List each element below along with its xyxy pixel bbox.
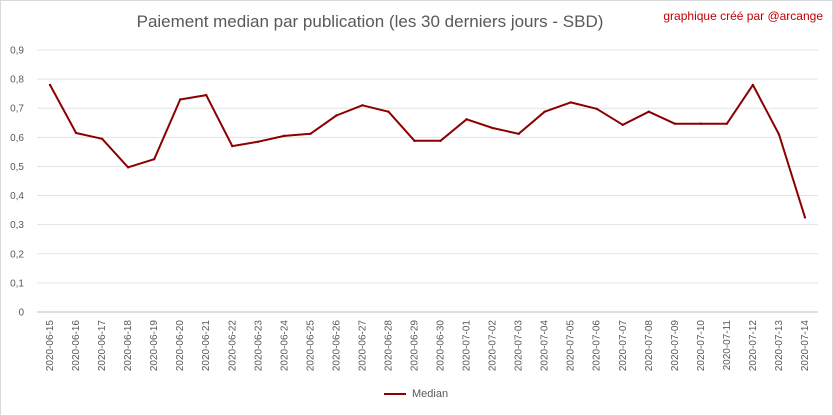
data-point [257,140,260,143]
series-line-median [49,83,806,218]
legend-label-median: Median [412,388,449,400]
y-tick-label: 0,9 [10,46,24,57]
x-tick-label: 2020-07-10 [696,320,707,372]
x-tick-label: 2020-06-19 [149,320,160,372]
legend: Median [384,388,448,400]
data-point [595,107,598,111]
x-tick-label: 2020-07-08 [644,320,655,372]
data-point [569,101,572,104]
data-point [361,104,364,107]
data-point [126,166,130,169]
data-point [48,83,52,87]
data-point [725,122,729,125]
x-tick-label: 2020-07-11 [722,320,733,371]
y-tick-label: 0 [18,308,24,319]
data-point [543,110,546,113]
legend-swatch-median [384,393,406,395]
y-tick-label: 0,1 [10,278,24,289]
data-point [491,126,494,130]
data-point [465,118,468,121]
y-tick-label: 0,4 [10,191,24,202]
x-tick-label: 2020-07-02 [488,320,499,372]
data-point [517,132,520,136]
x-tick-label: 2020-07-04 [540,320,551,372]
x-tick-label: 2020-06-21 [201,320,212,372]
x-tick-label: 2020-07-13 [774,320,785,372]
y-tick-label: 0,3 [10,220,24,231]
x-tick-label: 2020-06-22 [227,320,238,372]
data-point [231,144,234,148]
data-point [699,122,703,125]
data-point [413,139,416,143]
x-tick-label: 2020-06-23 [253,320,264,372]
y-tick-label: 0,7 [10,104,24,115]
x-tick-label: 2020-06-15 [45,320,56,372]
y-tick-label: 0,5 [10,162,24,173]
x-tick-label: 2020-07-03 [514,320,525,372]
x-tick-label: 2020-06-16 [71,320,82,372]
data-point [283,134,286,138]
chart-title: Paiement median par publication (les 30 … [136,12,604,31]
x-tick-label: 2020-06-17 [97,320,108,372]
data-point [152,157,156,161]
chart-credit: graphique créé par @arcange [663,9,823,23]
data-point [387,110,390,113]
x-tick-label: 2020-07-01 [462,320,473,372]
x-tick-label: 2020-07-14 [800,320,811,372]
y-tick-label: 0,6 [10,133,24,144]
x-tick-label: 2020-07-12 [748,320,759,372]
data-point [777,133,781,136]
data-point [74,131,78,135]
data-point [335,114,338,117]
x-tick-label: 2020-06-28 [383,320,394,372]
x-tick-label: 2020-06-24 [279,320,290,372]
x-tick-label: 2020-07-05 [566,320,577,372]
data-point [751,83,755,87]
y-tick-label: 0,2 [10,249,24,260]
data-point [178,98,182,101]
data-point [100,137,104,140]
data-point [205,93,208,97]
data-point [621,123,624,127]
x-tick-label: 2020-07-07 [618,320,629,372]
data-point [647,110,650,113]
x-tick-label: 2020-06-18 [123,320,134,372]
x-tick-label: 2020-06-30 [436,320,447,372]
x-tick-label: 2020-06-26 [331,320,342,372]
x-tick-label: 2020-07-09 [670,320,681,372]
data-point [803,216,807,219]
x-tick-label: 2020-06-29 [409,320,420,372]
data-point [673,122,677,125]
data-point [439,139,442,143]
x-tick-label: 2020-07-06 [592,320,603,372]
data-point [309,132,312,136]
x-tick-label: 2020-06-25 [305,320,316,372]
x-tick-label: 2020-06-27 [357,320,368,372]
x-tick-label: 2020-06-20 [175,320,186,372]
y-tick-label: 0,8 [10,75,24,86]
